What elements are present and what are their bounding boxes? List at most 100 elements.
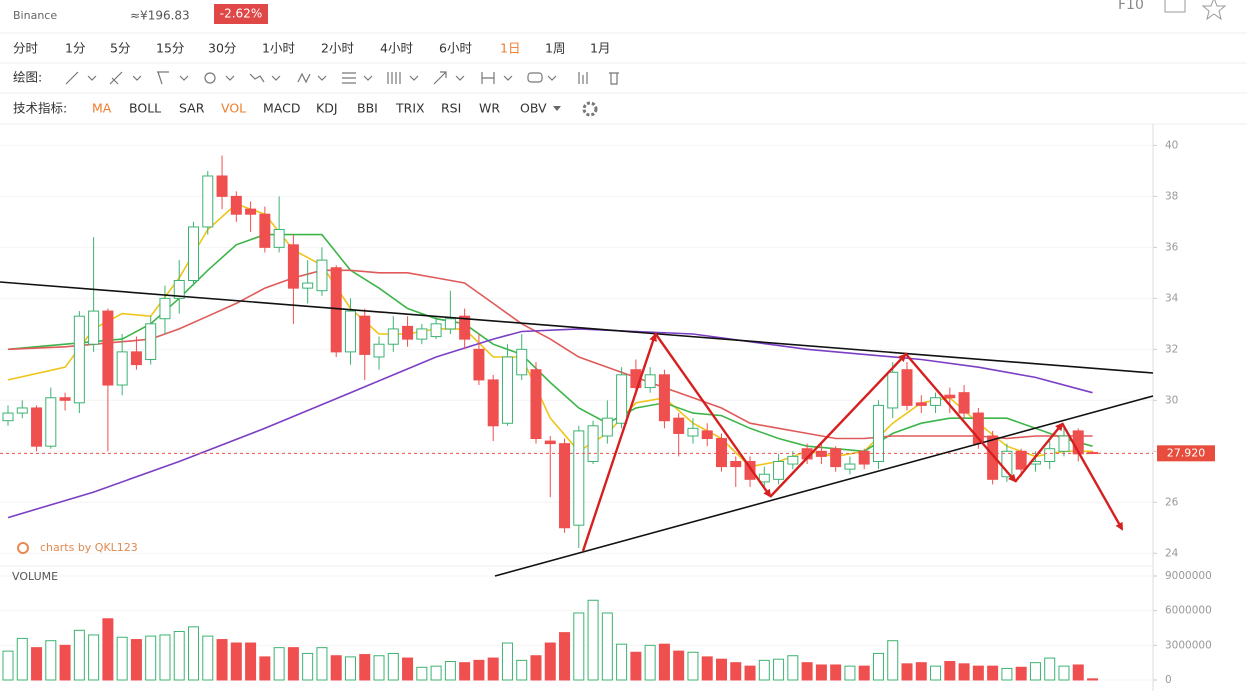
candle-body — [31, 407, 43, 447]
period-button[interactable]: 1日 — [500, 41, 520, 56]
watermark: charts by QKL123 — [40, 541, 138, 554]
volume-bar — [130, 639, 142, 681]
indicator-button[interactable]: VOL — [221, 101, 246, 116]
candle-body — [16, 407, 28, 414]
period-button[interactable]: 2小时 — [321, 41, 354, 56]
candle-body — [473, 348, 485, 381]
draw-tools[interactable] — [65, 71, 619, 85]
period-button[interactable]: 1小时 — [262, 41, 295, 56]
candle-body — [287, 244, 299, 289]
volume-bar — [915, 662, 927, 681]
volume-bar — [1001, 667, 1013, 681]
settings-icon[interactable] — [582, 101, 598, 117]
volume-bar — [501, 642, 513, 681]
period-button[interactable]: 5分 — [110, 41, 130, 56]
star-icon[interactable] — [1201, 0, 1227, 21]
chart-marks: 24262830323436384027.9200300000060000009… — [0, 139, 1215, 686]
candle-body — [45, 397, 57, 447]
indicator-button[interactable]: WR — [479, 101, 500, 116]
last-price-tag — [1157, 445, 1215, 462]
candle-body — [102, 310, 114, 386]
volume-bar — [373, 655, 385, 681]
candle-body — [573, 430, 585, 526]
candle-body — [459, 315, 471, 340]
indicator-button[interactable]: BOLL — [129, 101, 161, 116]
period-button[interactable]: 4小时 — [380, 41, 413, 56]
indicator-button[interactable]: BBI — [357, 101, 378, 116]
indicator-button[interactable]: MA — [92, 101, 112, 116]
toolbar-borders — [0, 32, 1247, 125]
period-button[interactable]: 1月 — [590, 41, 610, 56]
candle-body — [901, 369, 913, 406]
volume-bar — [1058, 665, 1070, 681]
candle-body — [844, 463, 856, 470]
candle-body — [273, 229, 285, 248]
candle-body — [88, 310, 100, 345]
red-arrows — [581, 332, 1124, 552]
indicator-button[interactable]: RSI — [441, 101, 461, 116]
candle-body — [316, 259, 328, 292]
volume-bar — [987, 665, 999, 681]
candle-body — [430, 323, 442, 338]
volume-bar — [273, 647, 285, 681]
candle-body — [202, 175, 214, 228]
indicator-button[interactable]: KDJ — [316, 101, 338, 116]
obv-caret[interactable] — [553, 106, 561, 111]
volume-bar — [487, 657, 499, 681]
candle-body — [773, 460, 785, 480]
candle-body — [416, 328, 428, 340]
volume-bar — [758, 659, 770, 681]
candle-body — [701, 430, 713, 440]
indicator-button[interactable]: SAR — [179, 101, 205, 116]
volume-bar — [73, 629, 85, 681]
volume-bar — [844, 665, 856, 681]
volume-bar — [773, 658, 785, 681]
indicator-button[interactable]: MACD — [263, 101, 300, 116]
volume-bar — [658, 643, 670, 681]
f10-button[interactable]: F10 — [1118, 0, 1144, 13]
candle-body — [559, 443, 571, 529]
candle-body — [616, 374, 628, 424]
volume-bar — [872, 652, 884, 681]
candle-body — [159, 297, 171, 320]
volume-bar — [559, 632, 571, 681]
candle-body — [915, 402, 927, 406]
y-tick-label: 9000000 — [1165, 570, 1212, 582]
watermark-icon — [17, 542, 29, 554]
period-button[interactable]: 30分 — [208, 41, 236, 56]
change: -2.62% — [220, 7, 262, 21]
period-button[interactable]: 1分 — [65, 41, 85, 56]
volume-bar — [302, 652, 314, 681]
y-tick-label: 0 — [1165, 674, 1172, 686]
volume-bar — [59, 644, 71, 681]
volume-bar — [587, 599, 599, 681]
volume-bar — [787, 655, 799, 681]
candle-body — [530, 369, 542, 440]
volume-bar — [716, 658, 727, 681]
candle-body — [173, 279, 185, 299]
candle-body — [188, 226, 200, 281]
period-button[interactable]: 6小时 — [439, 41, 472, 56]
volume-bar — [516, 659, 528, 681]
fullscreen-icon[interactable] — [1164, 0, 1186, 13]
indicator-button[interactable]: OBV — [520, 101, 547, 116]
volume-bar — [830, 664, 842, 681]
volume-bar — [359, 654, 371, 681]
volume-bar — [88, 634, 100, 681]
volume-bar — [473, 659, 485, 681]
candle-body — [872, 404, 884, 462]
candle-body — [116, 351, 128, 386]
indicator-button[interactable]: TRIX — [395, 101, 425, 116]
volume-bar — [245, 642, 257, 681]
volume-bar — [444, 661, 456, 681]
y-tick-label: 26 — [1165, 496, 1179, 508]
candle-body — [673, 417, 685, 434]
last-price-label: 27.920 — [1167, 446, 1206, 459]
candle-body — [230, 195, 242, 215]
period-button[interactable]: 1周 — [545, 41, 565, 56]
volume-bar — [616, 643, 628, 681]
y-tick-label: 30 — [1165, 394, 1178, 406]
volume-bar — [387, 652, 399, 681]
period-button[interactable]: 15分 — [156, 41, 184, 56]
period-button[interactable]: 分时 — [13, 41, 39, 56]
